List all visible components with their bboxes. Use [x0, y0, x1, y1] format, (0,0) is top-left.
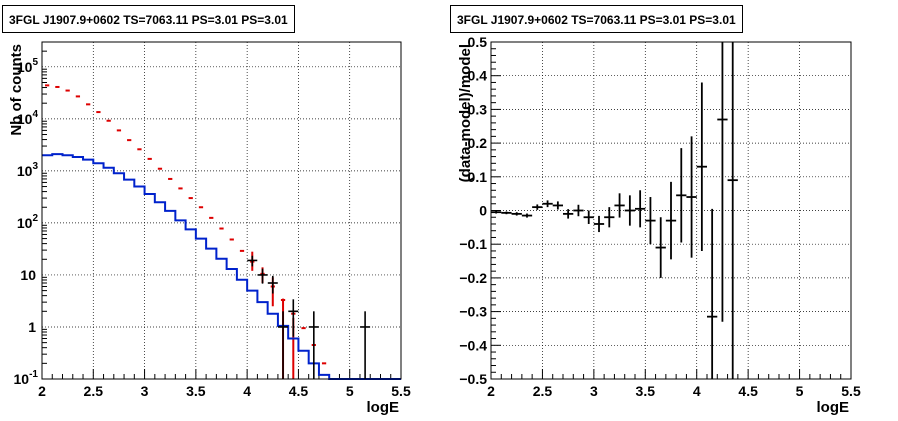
y-tick-label: 0.1 — [468, 169, 488, 185]
y-tick-label: −0.3 — [459, 304, 487, 320]
x-tick-label: 3 — [141, 383, 149, 399]
y-tick-label: 0 — [479, 203, 487, 219]
y-tick-label: −0.5 — [459, 371, 487, 387]
residuals-panel: 2 2.5 3 3.5 4 4.5 5 5.5 −0.5 −0.4 −0.3 −0.2 −0.1 0 0.1… — [457, 34, 861, 416]
y-axis-label: Nb of counts — [8, 44, 25, 136]
y-tick-label: −0.2 — [459, 270, 487, 286]
x-tick-label: 2 — [38, 383, 46, 399]
x-tick-label: 5 — [796, 383, 804, 399]
counts-panel: 2 2.5 3 3.5 4 4.5 5 5.5 10-1 1 10 102 103 104 105 logE N… — [8, 41, 411, 416]
plot-frame — [41, 41, 402, 380]
y-tick-label: 10-1 — [14, 369, 39, 387]
x-tick-label: 2.5 — [533, 383, 553, 399]
y-tick-label: 104 — [17, 109, 39, 127]
y-tick-label: 105 — [17, 57, 39, 75]
plot-area — [42, 42, 401, 379]
y-tick-label: 0.3 — [468, 101, 488, 117]
right-chart-title: 3FGL J1907.9+0602 TS=7063.11 PS=3.01 PS=… — [450, 5, 743, 33]
x-tick-label: 2 — [487, 383, 495, 399]
x-tick-label: 3 — [590, 383, 598, 399]
y-tick-label: −0.1 — [459, 236, 487, 252]
y-tick-label: 0.5 — [468, 34, 488, 50]
y-tick-label: 0.2 — [468, 135, 488, 151]
x-tick-label: 5.5 — [841, 383, 861, 399]
x-tick-label: 5 — [346, 383, 354, 399]
x-axis-label: logE — [367, 399, 400, 416]
x-tick-label: 3.5 — [186, 383, 206, 399]
x-tick-label: 4.5 — [289, 383, 309, 399]
x-tick-label: 4.5 — [738, 383, 758, 399]
left-chart-title: 3FGL J1907.9+0602 TS=7063.11 PS=3.01 PS=… — [2, 5, 295, 33]
x-tick-label: 5.5 — [391, 383, 411, 399]
x-tick-label: 2.5 — [84, 383, 104, 399]
y-axis-label: (data-model)/model — [457, 44, 474, 182]
y-tick-label: 103 — [17, 161, 39, 179]
y-tick-label: 0.4 — [468, 68, 488, 84]
x-axis-label: logE — [817, 399, 850, 416]
y-tick-label: 1 — [28, 319, 36, 335]
x-tick-label: 4 — [243, 383, 251, 399]
plot-frame — [490, 41, 852, 380]
y-tick-label: 10 — [20, 267, 36, 283]
y-tick-label: 102 — [17, 213, 39, 231]
y-tick-label: −0.4 — [459, 337, 487, 353]
x-tick-label: 4 — [693, 383, 701, 399]
x-tick-label: 3.5 — [636, 383, 656, 399]
